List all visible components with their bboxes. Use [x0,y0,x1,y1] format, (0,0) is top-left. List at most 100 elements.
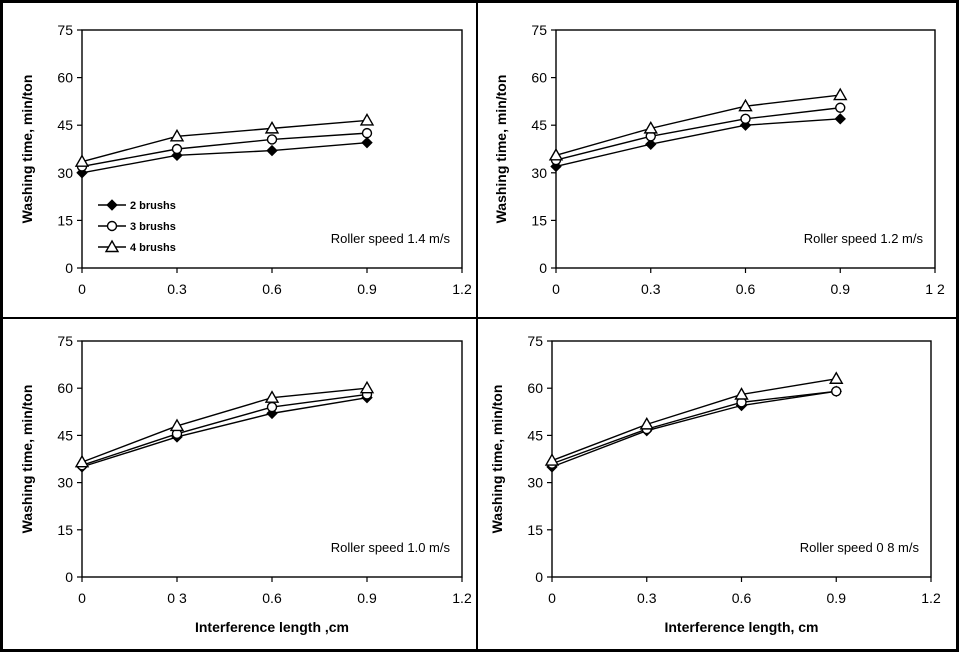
data-point [645,138,657,150]
data-point [829,371,844,384]
series-line-3 [81,119,368,163]
x-tick-label: 1.2 [452,590,472,606]
legend-label: 3 brushs [130,221,176,233]
y-axis-title: Washing time, min/ton [19,385,35,534]
legend-marker [104,239,120,253]
y-axis-title: Washing time, min/ton [489,385,505,534]
x-tick-label: 1 2 [925,281,945,297]
data-point [544,453,560,466]
data-point [550,160,562,173]
data-point [834,113,846,125]
y-tick-label: 0 [535,569,543,585]
y-tick-label: 0 [65,260,73,276]
x-tick-label: 0.3 [167,281,187,297]
y-tick-label: 45 [57,117,73,133]
data-point [74,454,90,468]
data-point [833,87,848,101]
y-axis-title: Washing time, min/ton [19,75,35,224]
legend-marker [106,220,118,232]
y-tick-label: 15 [531,212,547,228]
legend-marker [106,199,118,211]
data-point [359,380,375,394]
roller-speed-annotation: Roller speed 1.4 m/s [331,231,451,246]
roller-speed-annotation: Roller speed 1.2 m/s [804,231,924,246]
series-line-1 [555,118,841,168]
data-point [266,401,278,413]
y-tick-label: 60 [57,380,73,396]
series-line-2 [81,393,368,466]
chart-panel-3: 0 15 30 45 60 75 0 0 3 0.6 0.9 1.2 Washing time, mi… [19,333,472,635]
roller-speed-annotation: Roller speed 0 8 m/s [800,540,920,555]
x-axis-title: Interference length ,cm [195,619,349,635]
x-tick-label: 0.3 [637,590,657,606]
y-tick-label: 45 [527,427,543,443]
data-point [639,416,654,430]
series-line-3 [551,378,837,462]
data-point [171,143,183,155]
x-tick-label: 0.9 [357,281,377,297]
y-tick-label: 30 [57,475,73,491]
y-tick-label: 15 [57,212,73,228]
series-line-1 [551,390,837,468]
y-tick-label: 45 [531,117,547,133]
roller-speed-annotation: Roller speed 1.0 m/s [331,540,451,555]
data-point [169,128,185,142]
y-tick-label: 15 [57,522,73,538]
x-tick-label: 0 3 [167,590,187,606]
y-tick-label: 60 [527,380,543,396]
x-axis-title: Interference length, cm [664,619,818,635]
series-line-2 [555,107,841,161]
series-line-2 [81,132,368,168]
x-tick-label: 0.9 [831,281,851,297]
series-line-2 [551,390,837,465]
data-point [734,387,749,400]
data-point [74,154,90,167]
x-tick-label: 0.3 [641,281,661,297]
x-tick-label: 0.9 [827,590,847,606]
x-tick-label: 1.2 [921,590,941,606]
series-line-3 [555,94,841,157]
series-line-1 [81,396,368,468]
data-point [361,127,373,139]
y-tick-label: 75 [527,333,543,349]
y-tick-label: 60 [57,70,73,86]
data-point [169,418,185,432]
x-tick-label: 0 [78,281,86,297]
data-point [361,136,373,149]
y-tick-label: 0 [539,260,547,276]
x-tick-label: 0.6 [736,281,756,297]
data-point [264,390,280,403]
y-axis-title: Washing time, min/ton [493,75,509,224]
y-tick-label: 0 [65,569,73,585]
data-point [266,134,278,145]
x-tick-label: 0.6 [262,281,282,297]
x-tick-label: 0 [78,590,86,606]
chart-panel-1: 0 15 30 45 60 75 0 0.3 0.6 0.9 1.2 Washing time, mi… [19,22,472,297]
x-tick-label: 0.6 [732,590,752,606]
data-point [266,144,278,157]
x-tick-label: 0.6 [262,590,282,606]
y-tick-label: 75 [531,22,547,38]
legend-label: 4 brushs [130,242,176,254]
x-tick-label: 0.9 [357,590,377,606]
chart-panel-4: 0 15 30 45 60 75 0 0.3 0.6 0.9 1.2 Washing time, mi… [489,333,941,635]
data-point [835,102,846,113]
data-point [264,120,280,134]
data-point [740,113,751,125]
y-tick-label: 30 [57,165,73,181]
chart-panel-2: 0 15 30 45 60 75 0 0.3 0.6 0.9 1 2 Washing time, mi… [493,22,945,297]
y-tick-label: 60 [531,70,547,86]
y-tick-label: 30 [527,475,543,491]
series-line-1 [81,141,368,174]
data-point [266,407,278,420]
x-tick-label: 0 [552,281,560,297]
data-point [643,120,658,134]
y-tick-label: 75 [57,22,73,38]
y-tick-label: 75 [57,333,73,349]
x-tick-label: 1.2 [452,281,472,297]
data-point [831,386,842,397]
y-tick-label: 30 [531,165,547,181]
legend-label: 2 brushs [130,200,176,212]
